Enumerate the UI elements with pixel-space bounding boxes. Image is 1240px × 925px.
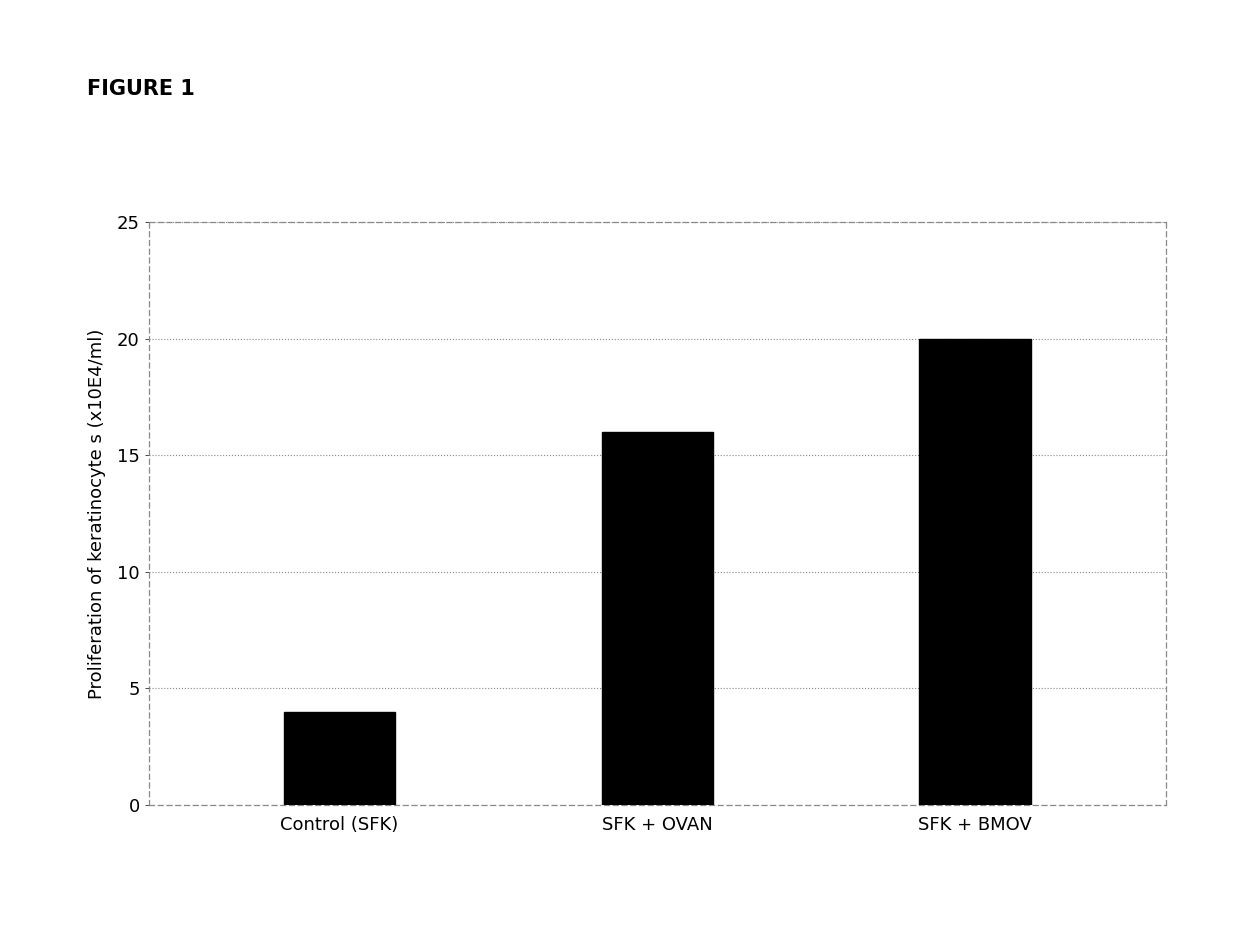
Bar [601, 432, 713, 805]
Bar [919, 339, 1030, 805]
Bar [284, 711, 396, 805]
Text: FIGURE 1: FIGURE 1 [87, 79, 195, 99]
Y-axis label: Proliferation of keratinocyte s (x10E4/ml): Proliferation of keratinocyte s (x10E4/m… [88, 328, 105, 698]
